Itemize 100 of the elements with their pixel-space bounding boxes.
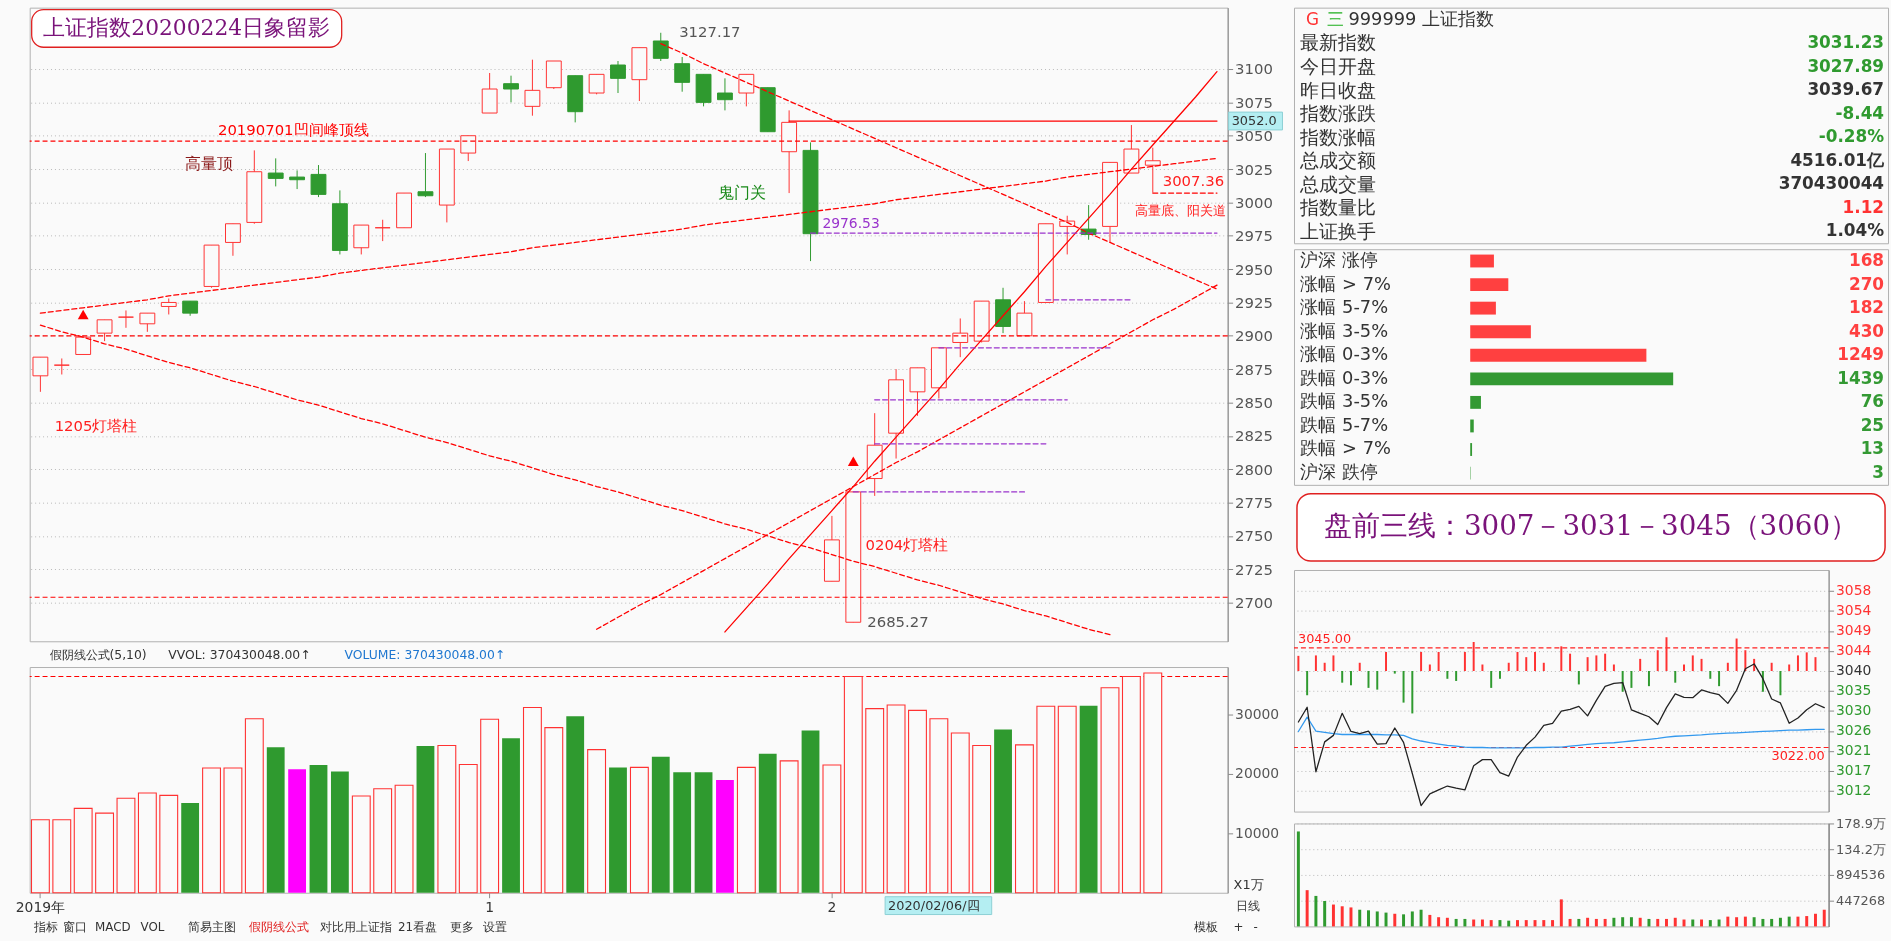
text: -0.28% — [1818, 126, 1885, 147]
y-tick-label: 3075 — [1235, 93, 1273, 112]
bar — [1708, 920, 1712, 927]
bar — [1410, 911, 1414, 927]
bar — [1470, 278, 1509, 291]
bar — [1621, 917, 1625, 927]
bar — [1470, 348, 1647, 362]
bar — [522, 706, 542, 894]
bar — [1470, 395, 1481, 409]
y-tick-label: 3058 — [1836, 582, 1872, 599]
category-label: 今日开盘 — [1300, 55, 1377, 77]
y2-tick-label: 134.2万 — [1836, 841, 1886, 857]
bar — [629, 766, 649, 894]
x-tick-label: 2 — [827, 899, 837, 916]
bar — [1665, 918, 1668, 927]
bar — [1629, 917, 1633, 927]
text: 简易主图 — [188, 920, 237, 935]
y-tick-label: 2775 — [1235, 494, 1273, 512]
bar — [244, 718, 264, 894]
text: 3031.23 — [1807, 31, 1885, 52]
y-tick-label: 30000 — [1235, 706, 1280, 722]
data-label: 76 — [1860, 391, 1885, 412]
bar — [330, 771, 349, 893]
bar — [1419, 909, 1423, 927]
annotation: 3127.17 — [679, 23, 741, 42]
bar — [1594, 918, 1598, 927]
bar — [587, 749, 607, 894]
bar — [1647, 918, 1651, 927]
bar — [1470, 301, 1496, 315]
bar — [1770, 918, 1774, 927]
bar — [1822, 909, 1826, 927]
text: 3027.89 — [1807, 55, 1885, 76]
candlestick — [717, 77, 733, 111]
bar — [736, 766, 756, 894]
text: 对比用上证指 — [319, 920, 392, 935]
data-label: 270 — [1848, 273, 1885, 294]
bar — [1143, 672, 1163, 894]
y-tick-label: 20000 — [1235, 765, 1280, 782]
bar — [1437, 917, 1441, 927]
text: 日线 — [1235, 898, 1260, 913]
x-tick-label: 2019年 — [15, 899, 66, 916]
candlestick — [738, 73, 755, 107]
text: 指标 — [32, 920, 58, 935]
bar — [351, 795, 371, 894]
data-label: 1249 — [1837, 344, 1885, 365]
bar — [502, 738, 520, 893]
y-tick-label: 2750 — [1235, 527, 1273, 546]
y-tick-label: 3054 — [1836, 602, 1872, 619]
bar — [1470, 254, 1494, 268]
text: 21看盘 — [398, 920, 438, 935]
data-label: 13 — [1860, 438, 1885, 459]
y-tick-label: 2875 — [1235, 360, 1273, 379]
bar — [394, 784, 414, 894]
bar — [1296, 831, 1300, 927]
bar — [843, 675, 863, 894]
candlestick — [417, 152, 434, 198]
bar — [1349, 907, 1353, 927]
bar — [994, 729, 1012, 893]
candlestick — [952, 317, 969, 358]
bar — [1533, 920, 1537, 927]
bar — [1516, 920, 1519, 927]
y-tick-label: 3012 — [1836, 782, 1872, 799]
y-tick-label: 涨幅 0-3% — [1300, 343, 1389, 365]
bar — [1393, 913, 1397, 927]
bar — [1470, 325, 1531, 339]
bar — [480, 718, 500, 894]
text: G — [1305, 9, 1319, 30]
candlestick — [652, 32, 669, 62]
candlestick — [374, 219, 391, 242]
y-tick-label: 2950 — [1235, 260, 1273, 279]
category-label: 上证换手 — [1300, 220, 1377, 242]
text: VVOL: 370430048.00↑ — [168, 648, 311, 663]
bar — [1568, 918, 1572, 927]
bar — [1454, 918, 1458, 927]
text: 模板 — [1194, 920, 1218, 935]
bar — [1375, 911, 1379, 927]
text: VOL — [140, 920, 165, 935]
bar — [1036, 705, 1056, 894]
text: 4516.01亿 — [1790, 149, 1885, 170]
bar — [1384, 912, 1388, 927]
bar — [1586, 917, 1590, 927]
candlestick — [503, 75, 519, 103]
bar — [1752, 917, 1756, 927]
text: 假阴线公式 — [249, 920, 310, 935]
candlestick — [267, 157, 284, 187]
annotation: 高量底、阳关道 — [1134, 202, 1226, 218]
category-label: 指数涨跌 — [1299, 103, 1377, 125]
category-label: 总成交额 — [1299, 150, 1377, 172]
y-tick-label: 3000 — [1235, 193, 1273, 212]
text: 999999 上证指数 — [1348, 8, 1495, 30]
bar — [116, 797, 136, 894]
bar — [52, 819, 72, 894]
bar — [1778, 917, 1782, 927]
bar — [651, 756, 670, 893]
bar — [544, 727, 564, 894]
y-tick-label: 2825 — [1235, 427, 1273, 446]
candlestick — [674, 56, 691, 93]
y2-tick-label: 178.9万 — [1836, 815, 1886, 831]
candlestick — [139, 312, 156, 333]
category-label: 昨日收盘 — [1300, 79, 1377, 101]
